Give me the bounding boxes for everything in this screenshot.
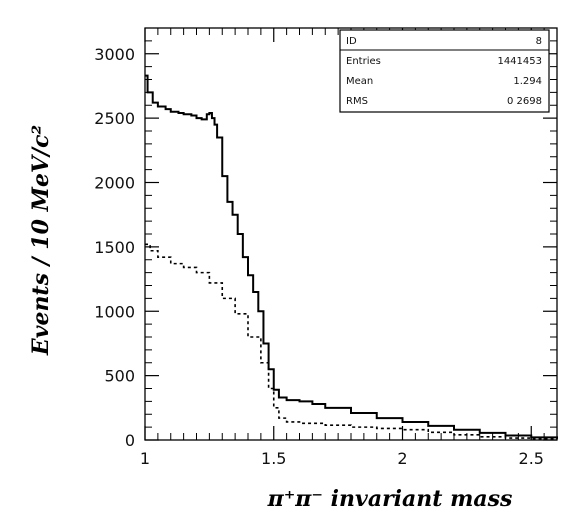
series-solid-line [145,74,558,439]
stats-value-rms: 0 2698 [507,96,542,107]
stats-box: ID 8 Entries 1441453 Mean 1.294 RMS 0 26… [339,29,550,113]
stats-value-id: 8 [536,36,542,47]
stats-label-mean: Mean [346,76,373,87]
y-tick-label: 500 [104,367,135,386]
stats-label-id: ID [346,36,357,47]
stats-value-mean: 1.294 [513,76,542,87]
x-tick-label: 2 [397,449,407,468]
y-ticks: 0 500 1000 1500 2000 2500 3000 [94,40,557,450]
stats-value-entries: 1441453 [497,56,542,67]
stats-label-entries: Entries [346,56,381,67]
y-tick-label: 2000 [94,174,135,193]
y-tick-label: 3000 [94,45,135,64]
series-dashed-line [145,243,558,440]
x-tick-label: 2.5 [519,449,544,468]
y-axis-title: Events / 10 MeV/c² [28,125,54,356]
y-tick-label: 0 [125,431,135,450]
plot-area: 1 1.5 2 2.5 0 500 1000 1500 2000 2500 3000 [94,27,558,468]
x-tick-label: 1 [140,449,150,468]
y-tick-label: 2500 [94,109,135,128]
stats-box-frame [339,29,550,113]
y-tick-label: 1500 [94,238,135,257]
x-axis-title: π⁺π⁻ invariant mass [267,486,513,512]
stats-label-rms: RMS [346,96,368,107]
x-tick-label: 1.5 [261,449,286,468]
y-tick-label: 1000 [94,302,135,321]
series-lines [145,74,558,440]
